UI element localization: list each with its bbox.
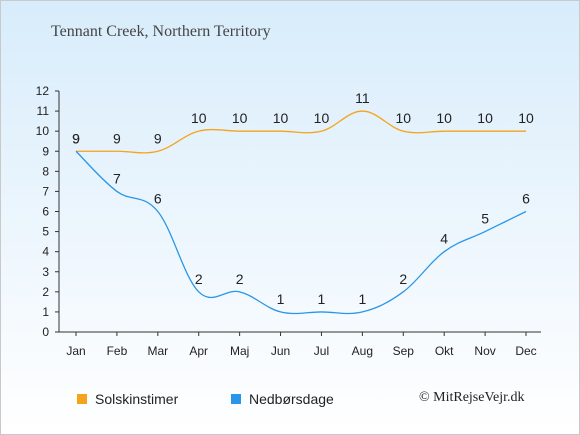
y-tick-label: 9: [42, 144, 49, 158]
sunshine-data-label: 10: [191, 110, 207, 126]
x-tick-label: Aug: [352, 344, 373, 358]
rain-days-data-label: 1: [318, 291, 326, 307]
rain-days-data-label: 1: [277, 291, 285, 307]
rain-days-data-label: 4: [440, 231, 448, 247]
chart-title: Tennant Creek, Northern Territory: [51, 23, 271, 40]
sunshine-data-label: 9: [72, 130, 80, 146]
rain-days-series-line: [75, 150, 527, 315]
rain-days-data-label: 6: [522, 191, 530, 207]
x-tick-label: Mar: [147, 344, 168, 358]
legend-swatch-rain-days: [231, 394, 241, 404]
x-tick-label: Jun: [271, 344, 290, 358]
rain-days-data-label: 2: [399, 271, 407, 287]
x-tick-label: Dec: [515, 344, 536, 358]
rain-days-data-label: 1: [358, 291, 366, 307]
x-tick-label: Sep: [393, 344, 415, 358]
rain-days-data-label: 9: [72, 130, 80, 146]
sunshine-data-label: 10: [395, 110, 411, 126]
x-tick-label: Okt: [435, 344, 454, 358]
y-tick-label: 4: [42, 245, 49, 259]
y-tick-label: 3: [42, 265, 49, 279]
sunshine-data-label: 10: [477, 110, 493, 126]
y-tick-label: 12: [36, 84, 50, 98]
x-tick-label: Apr: [189, 344, 208, 358]
y-tick-label: 5: [42, 225, 49, 239]
sunshine-data-label: 10: [436, 110, 452, 126]
rain-days-data-label: 2: [195, 271, 203, 287]
x-tick-label: Maj: [230, 344, 249, 358]
x-tick-label: Jan: [66, 344, 85, 358]
sunshine-data-label: 9: [113, 130, 121, 146]
rain-days-data-label: 6: [154, 191, 162, 207]
legend-item-rain-days: Nedbørsdage: [231, 391, 334, 407]
rain-days-data-label: 2: [236, 271, 244, 287]
y-tick-label: 8: [42, 164, 49, 178]
x-tick-label: Jul: [314, 344, 329, 358]
sunshine-data-label: 10: [518, 110, 534, 126]
rain-days-data-label: 7: [113, 170, 121, 186]
sunshine-series-line: [76, 110, 526, 154]
y-tick-label: 2: [42, 285, 49, 299]
sunshine-data-label: 11: [355, 90, 370, 106]
y-tick-label: 11: [37, 104, 50, 118]
y-tick-label: 1: [42, 305, 49, 319]
legend-label-sunshine: Solskinstimer: [95, 391, 179, 407]
legend-item-sunshine: Solskinstimer: [77, 391, 178, 407]
legend-label-rain-days: Nedbørsdage: [249, 391, 334, 407]
x-tick-label: Feb: [107, 344, 128, 358]
y-tick-label: 6: [42, 205, 49, 219]
sunshine-data-label: 10: [314, 110, 330, 126]
y-tick-label: 7: [42, 184, 49, 198]
rain-days-data-label: 5: [481, 211, 489, 227]
y-tick-label: 0: [42, 325, 49, 339]
credit-text: © MitRejseVejr.dk: [419, 390, 525, 405]
sunshine-data-label: 10: [232, 110, 248, 126]
sunshine-data-label: 9: [154, 130, 162, 146]
y-tick-label: 10: [36, 124, 50, 138]
legend-swatch-sunshine: [77, 394, 87, 404]
x-tick-label: Nov: [474, 344, 495, 358]
sunshine-data-label: 10: [273, 110, 289, 126]
